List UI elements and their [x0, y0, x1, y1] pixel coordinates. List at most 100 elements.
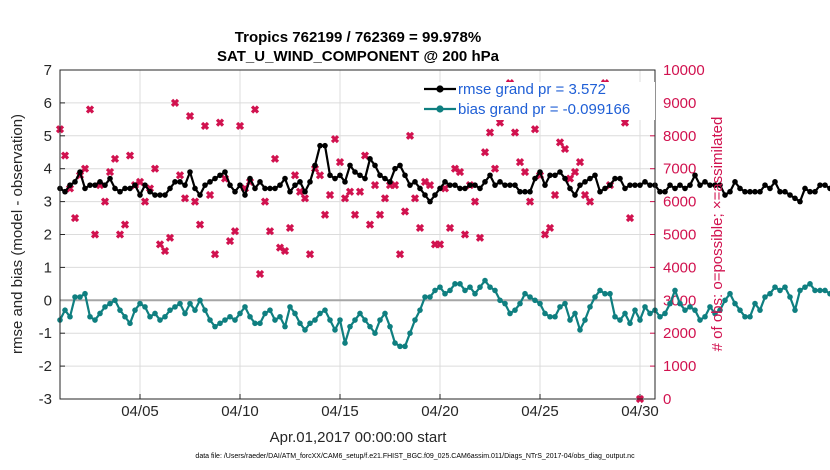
bias-point: [552, 313, 558, 320]
bias-point: [297, 320, 303, 327]
bias-point: [97, 310, 103, 317]
bias-point: [267, 307, 273, 313]
bias-point: [642, 304, 648, 310]
rmse-point: [87, 182, 93, 188]
rmse-point: [457, 185, 463, 192]
obs-count-marker: [580, 190, 590, 200]
bias-point: [437, 284, 443, 290]
rmse-point: [687, 182, 693, 188]
rmse-point: [237, 182, 243, 188]
rmse-point: [542, 182, 548, 188]
bias-point: [357, 310, 363, 317]
bias-point: [157, 317, 163, 323]
rmse-point: [572, 192, 578, 198]
bias-point: [787, 294, 793, 300]
rmse-point: [677, 182, 683, 188]
rmse-point: [307, 179, 313, 185]
obs-count-marker: [445, 223, 455, 233]
bias-point: [707, 304, 713, 310]
rmse-point: [522, 188, 528, 195]
bias-point: [72, 294, 78, 300]
rmse-point: [482, 179, 488, 185]
bias-point: [592, 294, 598, 300]
rmse-point: [342, 179, 348, 185]
bias-point: [402, 343, 408, 350]
rmse-point: [672, 185, 678, 192]
obs-count-marker: [340, 194, 350, 203]
obs-count-marker: [140, 197, 150, 206]
obs-count-marker: [365, 220, 375, 229]
rmse-point: [67, 182, 73, 188]
obs-count-marker: [150, 164, 160, 173]
rmse-point: [392, 165, 398, 172]
rmse-point: [412, 179, 418, 185]
bias-point: [452, 281, 458, 287]
obs-count-marker: [115, 230, 125, 239]
rmse-point: [642, 179, 648, 185]
bias-point: [802, 284, 808, 290]
bias-point: [797, 287, 803, 294]
bias-point: [387, 323, 393, 330]
legend-box: [420, 82, 655, 120]
bias-point: [247, 313, 253, 320]
obs-count-marker: [105, 167, 115, 177]
obs-count-marker: [345, 187, 355, 196]
rmse-point: [182, 182, 188, 188]
rmse-point: [792, 195, 798, 202]
bias-point: [507, 310, 513, 317]
rmse-point: [822, 182, 828, 188]
bias-point: [557, 304, 563, 310]
obs-count-marker: [90, 230, 100, 239]
obs-count-marker: [190, 197, 200, 206]
x-tick-label: 04/25: [521, 403, 559, 420]
bias-point: [207, 317, 213, 323]
bias-point: [487, 284, 493, 290]
rmse-point: [197, 192, 203, 198]
bias-point: [682, 307, 688, 313]
rmse-point: [762, 182, 768, 188]
bias-point: [197, 297, 203, 304]
rmse-point: [712, 182, 718, 188]
bias-point: [337, 317, 343, 323]
obs-count-marker: [155, 240, 165, 249]
obs-count-marker: [405, 131, 415, 140]
bias-point: [562, 300, 568, 307]
bias-point: [462, 287, 468, 294]
obs-count-marker: [230, 227, 240, 236]
obs-count-marker: [455, 167, 465, 177]
obs-count-marker: [395, 250, 405, 259]
bias-point: [752, 300, 758, 307]
bias-point: [262, 310, 268, 317]
obs-count-marker: [195, 220, 205, 229]
obs-count-marker: [530, 125, 540, 134]
rmse-point: [427, 198, 433, 205]
y-tick-label: 7: [44, 62, 52, 79]
obs-count-marker: [625, 213, 635, 223]
bias-point: [107, 300, 113, 307]
bias-point: [167, 307, 173, 313]
rmse-point: [757, 188, 763, 195]
bias-point: [502, 300, 508, 307]
bias-point: [587, 304, 593, 310]
rmse-point: [207, 179, 213, 185]
bias-point: [582, 317, 588, 323]
obs-count-marker: [320, 210, 330, 219]
rmse-point: [162, 192, 168, 198]
obs-count-marker: [510, 128, 520, 137]
rmse-point: [477, 185, 483, 192]
rmse-point: [777, 188, 783, 195]
y-right-tick-label: 6000: [663, 194, 696, 211]
y-axis-label: rmse and bias (model - observation): [9, 114, 26, 354]
rmse-point: [442, 179, 448, 185]
bias-point: [702, 313, 708, 320]
rmse-point: [582, 179, 588, 185]
bias-point: [367, 323, 373, 330]
bias-point: [477, 284, 483, 290]
bias-point: [172, 304, 178, 310]
bias-point: [782, 284, 788, 290]
rmse-point: [592, 172, 598, 179]
bias-point: [282, 323, 288, 330]
rmse-point: [637, 182, 643, 188]
x-tick-label: 04/30: [621, 403, 659, 420]
